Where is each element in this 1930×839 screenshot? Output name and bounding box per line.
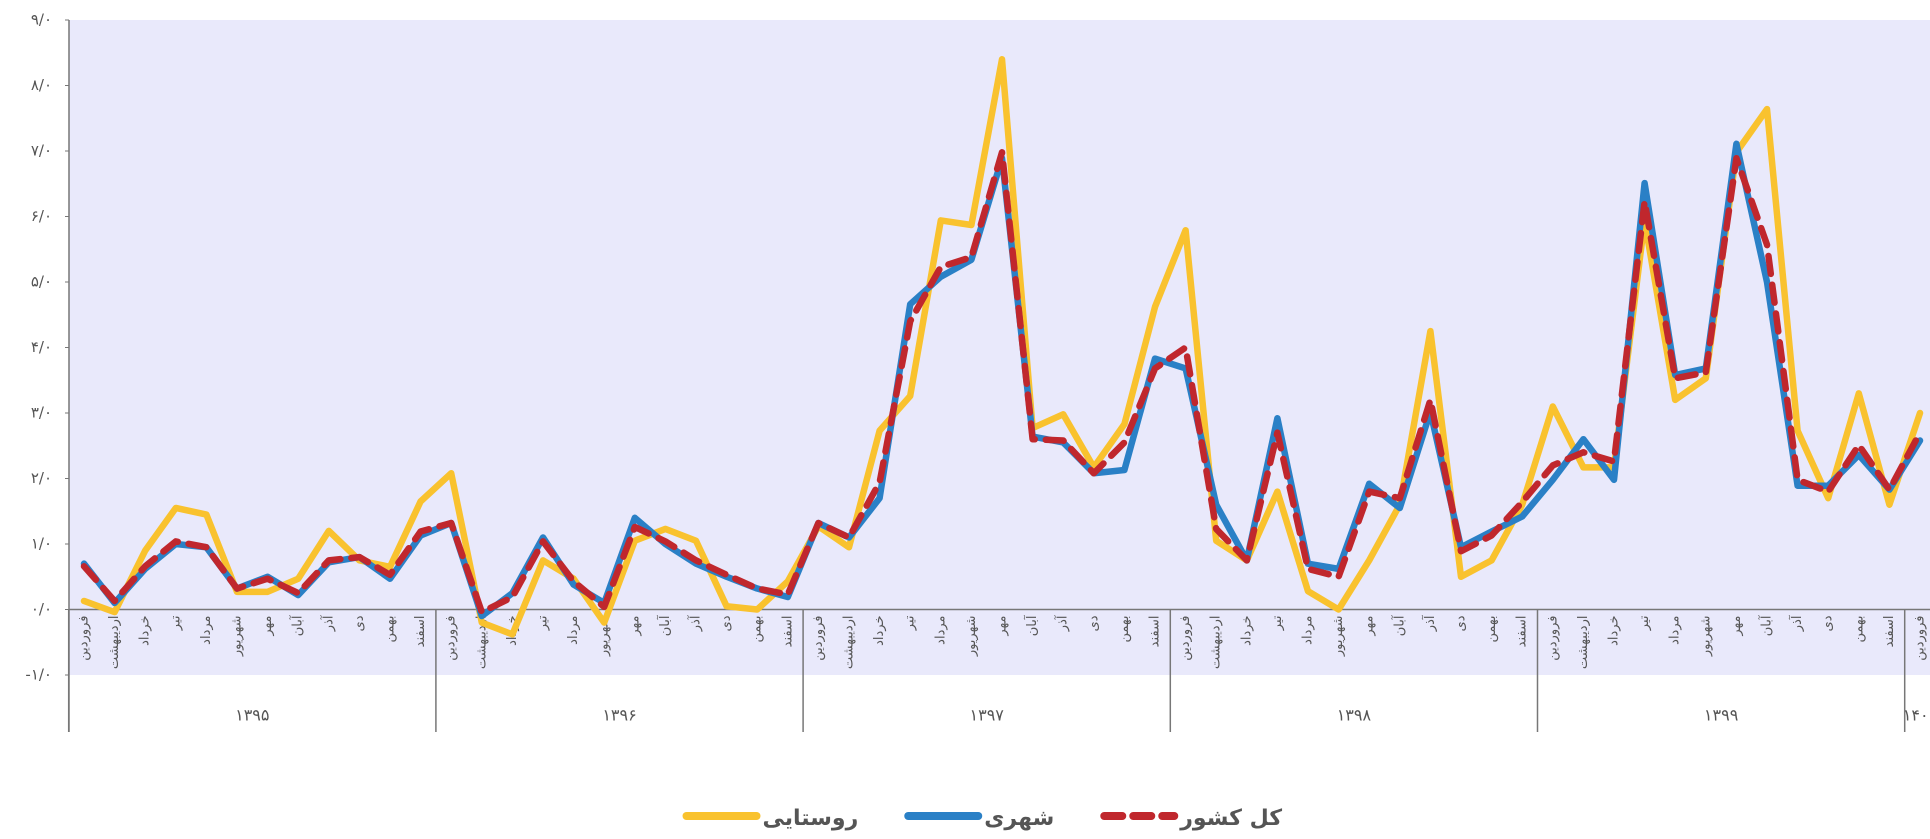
x-tick-label: دی [352,615,367,631]
group-label: ۱۳۹۸ [1337,706,1372,725]
x-tick-label: بهمن [750,616,765,643]
x-tick-label: آبان [289,614,306,636]
x-tick-label: آذر [1054,614,1071,632]
y-tick-label: ۱/۰ [31,535,52,553]
x-tick-label: آبان [1023,614,1040,636]
x-tick-label: اردیبهشت [842,616,857,670]
legend: کل کشور شهری روستایی [682,806,1282,831]
x-tick-label: تیر [1270,615,1285,631]
x-tick-label: مرداد [1301,616,1316,645]
x-tick-label: بهمن [383,616,398,643]
x-tick-label: مرداد [199,616,214,645]
y-tick-label: ۵/۰ [31,273,52,291]
x-tick-label: بهمن [1484,616,1499,643]
x-tick-label: اردیبهشت [474,616,489,670]
x-tick-label: مهر [1729,616,1744,637]
legend-label: روستایی [763,806,859,831]
x-tick-label: اردیبهشت [107,616,122,670]
x-tick-label: فروردین [77,616,92,661]
y-tick-label: ۰/۰ [31,600,52,618]
x-tick-label: شهریور [597,616,612,658]
x-tick-label: شهریور [1331,616,1346,658]
y-tick-label: -۱/۰ [25,666,52,684]
x-tick-label: مرداد [1668,616,1683,645]
plot-band [69,20,1930,675]
x-tick-label: اسفند [780,616,795,648]
x-tick-label: مهر [260,616,275,637]
x-tick-label: فروردین [1545,616,1560,661]
x-tick-label: فروردین [1178,616,1193,661]
x-tick-label: دی [1821,615,1836,631]
x-tick-label: شهریور [964,616,979,658]
x-tick-label: شهریور [1698,616,1713,658]
x-tick-label: آذر [1788,614,1805,632]
group-label: ۱۴۰۰ [1903,706,1930,725]
x-tick-label: آبان [656,614,673,636]
group-label: ۱۳۹۶ [602,706,636,725]
x-tick-label: مرداد [933,616,948,645]
x-tick-label: آبان [1390,614,1407,636]
y-tick-label: ۶/۰ [31,207,52,225]
x-tick-label: خرداد [1607,616,1622,646]
y-tick-label: ۳/۰ [31,404,52,422]
x-tick-label: اردیبهشت [1209,616,1224,670]
y-tick-label: ۴/۰ [31,338,52,356]
x-tick-label: تیر [1637,615,1652,631]
x-tick-label: آذر [319,614,336,632]
x-tick-label: شهریور [230,616,245,658]
x-tick-label: اسفند [413,616,428,648]
y-tick-label: ۲/۰ [31,469,52,487]
x-tick-label: مهر [1362,616,1377,637]
group-label: ۱۳۹۵ [235,706,269,725]
x-tick-label: خرداد [138,616,153,646]
x-tick-label: دی [1086,615,1101,631]
legend-label: شهری [984,806,1054,831]
x-tick-label: آبان [1758,614,1775,636]
x-tick-label: خرداد [872,616,887,646]
x-tick-label: آذر [1421,614,1438,632]
x-tick-label: فروردین [811,616,826,661]
x-tick-label: آذر [687,614,704,632]
x-tick-label: اسفند [1148,616,1163,648]
x-tick-label: مرداد [566,616,581,645]
y-tick-label: ۹/۰ [31,11,52,29]
x-tick-label: مهر [995,616,1010,637]
x-tick-label: فروردین [1913,616,1928,661]
x-tick-label: خرداد [1239,616,1254,646]
series-line [80,149,1924,616]
x-tick-label: اسفند [1515,616,1530,648]
y-tick-label: ۷/۰ [31,142,52,160]
x-tick-label: تیر [168,615,183,631]
legend-label: کل کشور [1179,806,1282,831]
x-tick-label: دی [719,615,734,631]
x-tick-label: اسفند [1882,616,1897,648]
group-label: ۱۳۹۹ [1704,706,1738,725]
group-label: ۱۳۹۷ [970,706,1005,725]
y-tick-label: ۸/۰ [31,76,52,94]
x-tick-label: دی [1454,615,1469,631]
x-tick-label: تیر [903,615,918,631]
x-tick-label: بهمن [1851,616,1866,643]
x-tick-label: مهر [627,616,642,637]
x-tick-label: فروردین [444,616,459,661]
x-tick-label: تیر [536,615,551,631]
x-tick-label: بهمن [1117,616,1132,643]
x-tick-label: اردیبهشت [1576,616,1591,670]
